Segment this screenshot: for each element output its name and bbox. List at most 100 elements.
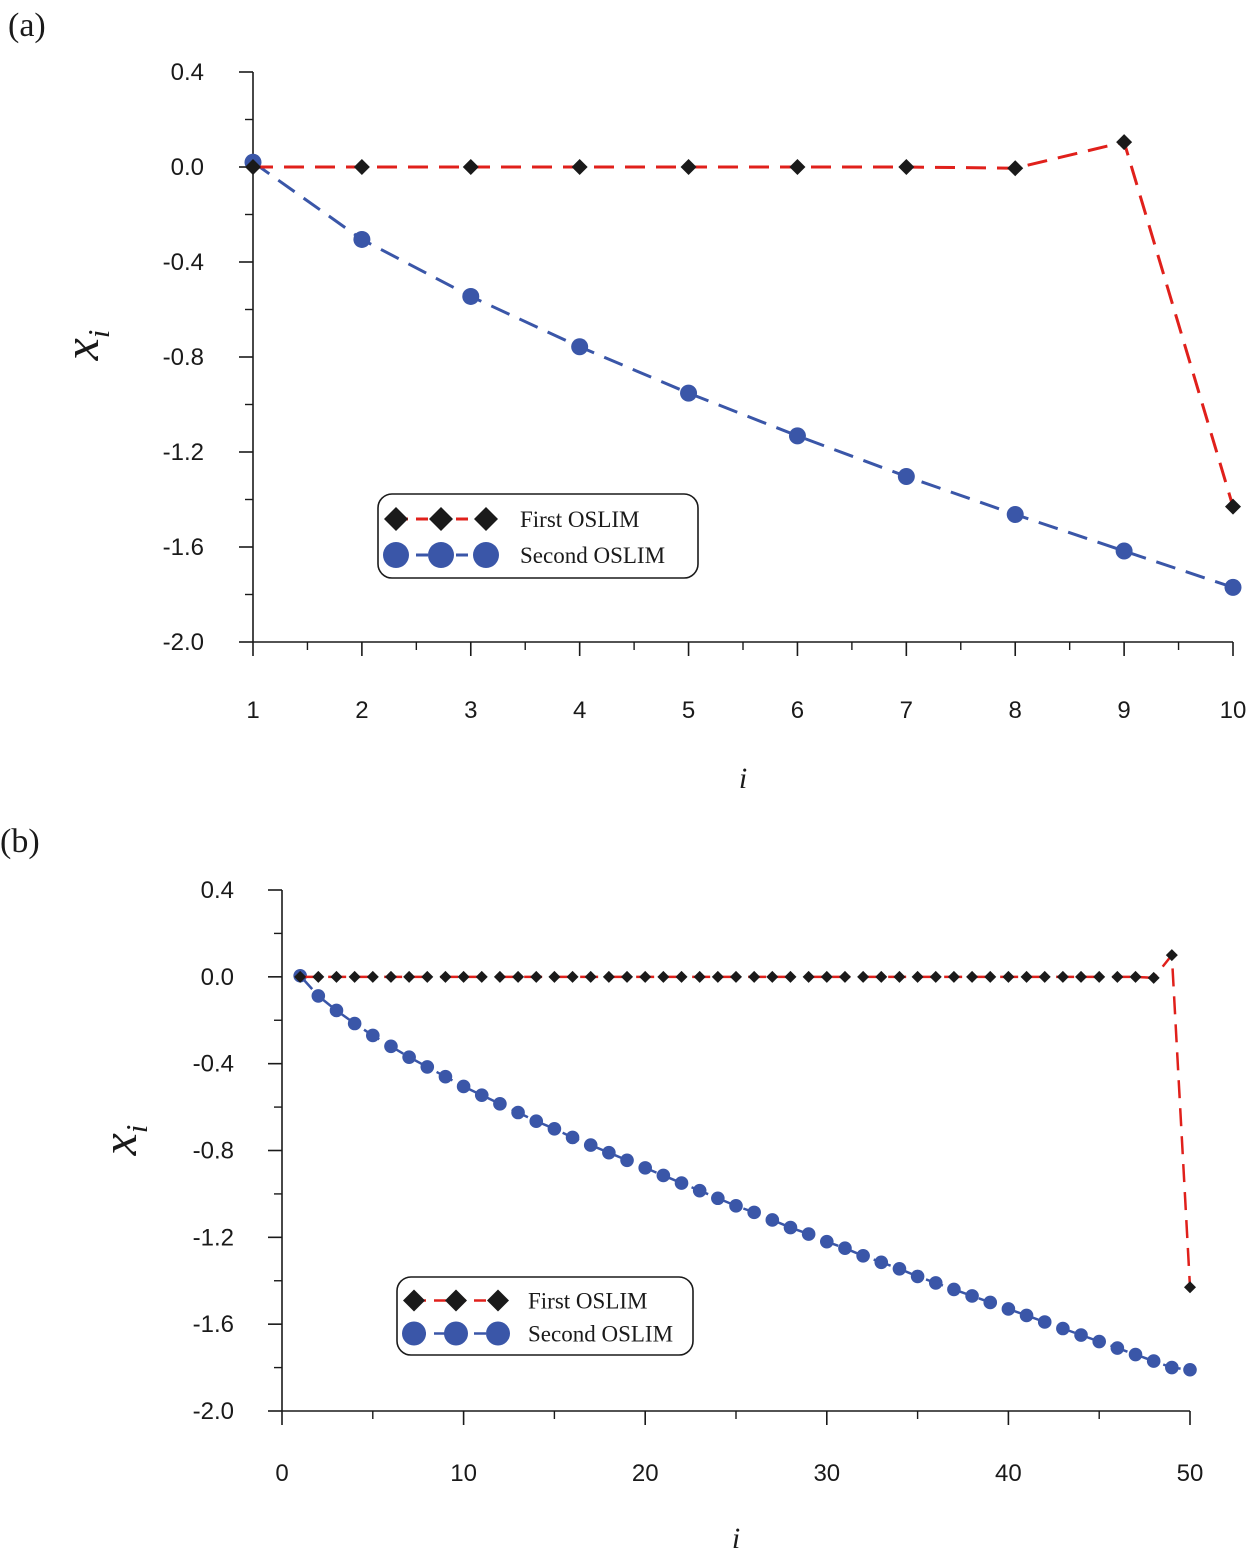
x-tick-label: 20 [632, 1460, 659, 1487]
legend-diamond-icon [487, 1289, 509, 1312]
y-tick-label: -0.4 [193, 1051, 234, 1078]
legend-circle-icon [486, 1321, 510, 1346]
data-point-diamond [384, 970, 397, 983]
legend: First OSLIM Second OSLIM [377, 493, 699, 579]
x-tick-label: 8 [1009, 697, 1022, 724]
data-point-diamond [1056, 970, 1069, 983]
series-second-oslim [293, 968, 1197, 1377]
data-point-circle [1128, 1347, 1143, 1362]
data-point-diamond [680, 159, 697, 175]
data-point-diamond [457, 970, 470, 983]
data-point-circle [493, 1097, 507, 1111]
data-point-diamond [1075, 970, 1088, 983]
y-tick-label: -2.0 [193, 1398, 234, 1425]
data-point-circle [529, 1114, 544, 1128]
legend-circle-icon [473, 542, 499, 568]
data-point-diamond [462, 159, 479, 175]
data-point-diamond [294, 970, 307, 983]
data-point-circle [820, 1234, 834, 1249]
y-tick-label: -1.6 [163, 534, 204, 561]
legend-label: Second OSLIM [528, 1322, 673, 1347]
data-point-circle [1110, 1341, 1125, 1355]
data-point-circle [928, 1276, 943, 1290]
data-point-circle [965, 1289, 979, 1303]
data-point-diamond [1038, 970, 1051, 983]
data-point-circle [788, 427, 806, 445]
legend-diamond-icon [474, 507, 498, 531]
x-tick-label: 6 [791, 697, 804, 724]
data-point-diamond [421, 970, 434, 983]
legend-diamond-icon [384, 507, 408, 531]
data-point-circle [1006, 505, 1024, 523]
series-second-oslim [244, 153, 1242, 596]
data-point-diamond [1147, 971, 1160, 984]
data-point-diamond [693, 970, 706, 983]
chart-panel-b: (b) 0.4 0.0 -0.4 -0.8 -1.2 -1.6 -2.0 0 10 20 30 40 50… [0, 823, 1203, 1552]
data-point-circle [680, 384, 698, 402]
data-point-circle [602, 1145, 616, 1160]
legend-circle-icon [444, 1321, 468, 1346]
data-point-diamond [893, 970, 906, 983]
data-point-diamond [966, 970, 979, 983]
legend: First OSLIM Second OSLIM [396, 1276, 694, 1356]
data-point-diamond [675, 970, 688, 983]
data-point-diamond [403, 970, 416, 983]
legend-circle-icon [383, 542, 409, 568]
data-point-diamond [1007, 160, 1024, 177]
x-tick-label: 3 [464, 697, 477, 724]
data-point-diamond [330, 970, 343, 983]
data-point-diamond [493, 970, 506, 983]
x-tick-label: 4 [573, 697, 586, 724]
y-tick-label: -1.2 [193, 1224, 234, 1251]
data-point-circle [874, 1255, 889, 1270]
data-point-circle [402, 1050, 416, 1064]
data-point-circle [353, 230, 371, 248]
data-point-diamond [766, 970, 779, 983]
data-point-circle [474, 1088, 489, 1102]
data-point-circle [838, 1241, 852, 1255]
data-point-diamond [730, 970, 742, 983]
y-axis-title: xi [91, 1125, 154, 1157]
data-point-circle [571, 338, 589, 356]
data-point-circle [656, 1168, 671, 1183]
data-point-circle [947, 1282, 961, 1297]
data-point-diamond [838, 970, 851, 983]
data-point-diamond [566, 970, 579, 983]
legend-label: Second OSLIM [520, 543, 665, 568]
data-point-diamond [639, 970, 652, 983]
y-tick-label: 0.0 [171, 154, 204, 181]
data-point-circle [438, 1069, 453, 1084]
y-tick-label: 0.0 [201, 964, 234, 991]
data-point-circle [729, 1199, 743, 1213]
data-point-diamond [657, 970, 670, 983]
y-tick-label: -2.0 [163, 629, 204, 656]
data-point-circle [711, 1191, 725, 1206]
data-point-diamond [584, 970, 597, 983]
y-axis-title: xi [53, 330, 116, 362]
legend-diamond-icon [403, 1289, 425, 1312]
x-tick-label: 2 [355, 697, 368, 724]
data-point-circle [384, 1039, 398, 1054]
data-point-circle [1001, 1302, 1016, 1316]
data-point-diamond [1165, 949, 1178, 962]
data-point-circle [1224, 578, 1242, 596]
data-point-circle [420, 1060, 435, 1074]
data-point-diamond [1225, 498, 1241, 515]
data-point-diamond [875, 970, 888, 983]
x-tick-label: 40 [995, 1460, 1022, 1487]
data-point-diamond [439, 970, 452, 983]
data-point-circle [1037, 1315, 1052, 1329]
legend-circle-icon [428, 542, 454, 568]
data-point-diamond [911, 970, 924, 983]
data-point-circle [347, 1016, 362, 1031]
data-point-circle [638, 1161, 652, 1175]
y-tick-label: -0.8 [193, 1138, 234, 1165]
data-point-diamond [1020, 970, 1033, 983]
legend-label: First OSLIM [528, 1289, 648, 1314]
y-tick-label: -0.4 [163, 249, 204, 276]
data-point-diamond [802, 970, 815, 983]
data-point-diamond [820, 970, 833, 983]
data-point-circle [983, 1295, 998, 1310]
data-point-circle [692, 1183, 707, 1198]
data-point-circle [765, 1213, 780, 1227]
